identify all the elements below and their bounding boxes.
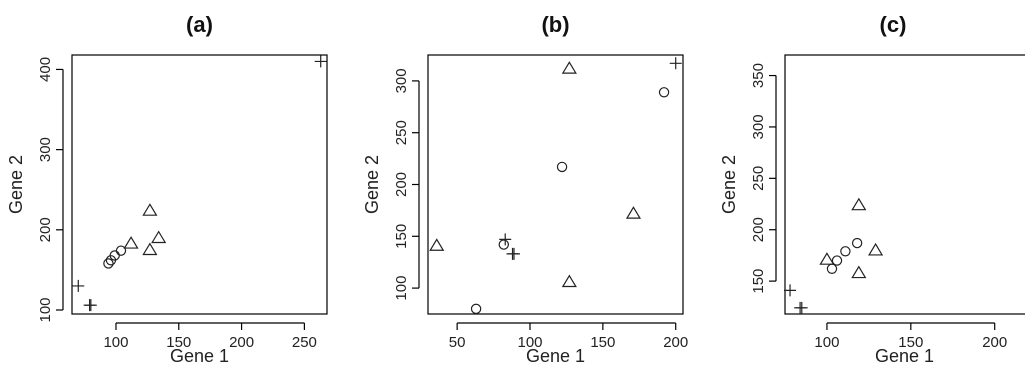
panel-b-x-tick-label: 200 [663, 334, 688, 351]
panel-c-frame [784, 54, 1025, 315]
panel-b-x-tick-label: 150 [590, 334, 615, 351]
panel-c-title: (c) [880, 12, 907, 37]
panel-c-x-tick-label: 100 [814, 334, 839, 351]
panel-b-title: (b) [541, 12, 569, 37]
panel-b-x-tick-label: 50 [449, 334, 466, 351]
panel-a-y-tick-label: 200 [37, 217, 54, 242]
panel-b-x-axis-label: Gene 1 [526, 346, 585, 366]
panel-a-y-tick-label: 400 [37, 57, 54, 82]
panel-a-x-tick-label: 100 [103, 334, 128, 351]
panel-c-point-triangle [819, 252, 835, 265]
panel-b-point-circle [556, 161, 568, 173]
panel-a-point-triangle [142, 242, 158, 256]
panel-a-point-triangle [142, 203, 158, 216]
panel-a-frame [71, 54, 328, 315]
panel-a-title: (a) [186, 12, 213, 37]
panel-a-y-axis-label: Gene 2 [6, 155, 26, 214]
panel-c-point-plus [795, 301, 808, 314]
panel-b-frame [427, 54, 684, 315]
panel-a-point-plus [84, 299, 97, 312]
panel-c-y-axis-label: Gene 2 [719, 155, 739, 214]
panel-c-y-tick-label: 300 [750, 114, 767, 139]
panel-a-point-triangle [151, 230, 167, 244]
panel-b-point-plus [669, 57, 682, 70]
panel-a-y-tick-label: 300 [37, 137, 54, 162]
panel-c-y-tick-label: 150 [750, 269, 767, 294]
panel-b-y-tick-label: 100 [393, 276, 410, 301]
panel-b-point-plus [499, 233, 512, 246]
panel-c-point-plus [784, 284, 797, 297]
panel-c-x-tick-label: 200 [982, 334, 1007, 351]
panel-a-point-circle [103, 258, 114, 269]
panel-c-y-tick-label: 200 [750, 217, 767, 242]
panel-c-point-circle [840, 246, 851, 257]
panel-c-point-triangle [851, 197, 867, 211]
panel-a-x-tick-label: 250 [292, 334, 317, 351]
panel-b-y-tick-label: 300 [393, 68, 410, 93]
panel-a-x-tick-label: 200 [229, 334, 254, 351]
panel-a-y-tick-label: 100 [37, 297, 54, 322]
panel-b-point-circle [470, 303, 482, 315]
panel-b-y-axis-label: Gene 2 [362, 155, 382, 214]
panel-b-y-tick-label: 250 [393, 120, 410, 145]
panel-b-point-circle [498, 239, 509, 250]
panel-b-point-plus [507, 247, 520, 260]
panel-c-point-circle [831, 255, 843, 266]
panel-c-y-tick-label: 250 [750, 166, 767, 191]
panel-c-point-circle [851, 237, 863, 249]
panel-c-x-tick-label: 150 [898, 334, 923, 351]
panel-b-point-triangle [625, 206, 642, 219]
panel-b-y-tick-label: 200 [393, 172, 410, 197]
panel-b-point-triangle [561, 61, 577, 74]
panel-a-x-axis-label: Gene 1 [170, 346, 229, 366]
panel-a-point-circle [115, 245, 127, 256]
panel-c-y-tick-label: 350 [750, 63, 767, 88]
panel-c-point-triangle [851, 265, 867, 279]
panel-a-point-plus [314, 55, 327, 68]
panel-b-y-tick-label: 150 [393, 224, 410, 249]
panel-b-point-triangle [561, 274, 577, 288]
panel-c-point-circle [826, 263, 838, 274]
panel-a-x-tick-label: 150 [166, 334, 191, 351]
panel-b-point-triangle [429, 238, 445, 251]
panel-a: (a) 100 150 200 250 Gene 1 100 200 300 400 Gene 2 [6, 12, 328, 366]
panel-b-x-tick-label: 100 [517, 334, 542, 351]
panel-b-point-circle [658, 87, 670, 98]
panel-c-x-axis-label: Gene 1 [875, 346, 934, 366]
panel-c-point-triangle [868, 242, 884, 256]
panel-a-point-triangle [123, 236, 139, 249]
panel-a-point-plus [72, 279, 85, 292]
